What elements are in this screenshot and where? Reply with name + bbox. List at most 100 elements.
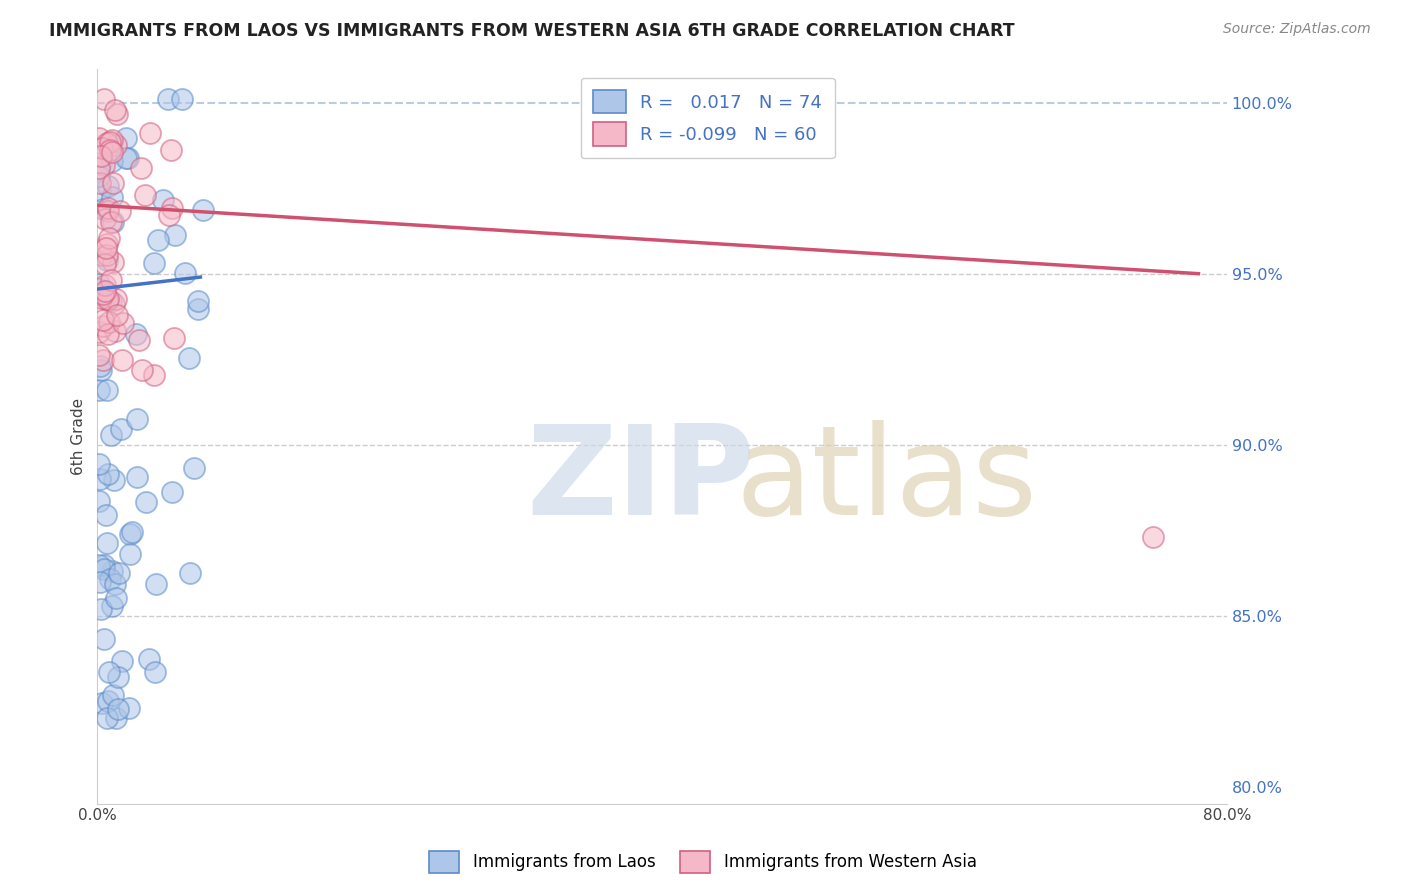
- Point: [98, 573, 121, 587]
- Point: [118, 527, 141, 541]
- Point: [156, 92, 179, 106]
- Point: [104, 591, 127, 606]
- Point: [104, 103, 127, 118]
- Point: [152, 194, 174, 208]
- Point: [100, 143, 122, 157]
- Point: [90, 363, 112, 377]
- Point: [179, 351, 201, 365]
- Point: [183, 461, 205, 475]
- Point: [97, 327, 120, 342]
- Point: [101, 190, 124, 204]
- Point: [107, 702, 129, 716]
- Point: [103, 473, 125, 487]
- Point: [101, 145, 124, 160]
- Point: [107, 566, 129, 580]
- Point: [91, 696, 114, 710]
- Point: [96, 253, 118, 268]
- Point: [160, 144, 183, 158]
- Point: [91, 287, 114, 301]
- Point: [96, 293, 118, 308]
- Point: [94, 212, 117, 227]
- Point: [87, 130, 110, 145]
- Point: [162, 201, 184, 215]
- Point: [87, 282, 110, 296]
- Point: [89, 359, 111, 374]
- Point: [105, 107, 128, 121]
- Point: [97, 179, 120, 194]
- Point: [87, 169, 110, 183]
- Point: [100, 564, 122, 578]
- Point: [101, 599, 124, 614]
- Point: [90, 602, 112, 616]
- Point: [121, 524, 143, 539]
- Point: [103, 297, 125, 311]
- Point: [87, 383, 110, 397]
- Point: [93, 558, 115, 572]
- Text: IMMIGRANTS FROM LAOS VS IMMIGRANTS FROM WESTERN ASIA 6TH GRADE CORRELATION CHART: IMMIGRANTS FROM LAOS VS IMMIGRANTS FROM …: [49, 22, 1015, 40]
- Point: [98, 231, 121, 245]
- Point: [129, 161, 152, 175]
- Point: [108, 204, 131, 219]
- Point: [143, 665, 166, 680]
- Point: [97, 204, 120, 219]
- Point: [143, 255, 166, 269]
- Point: [110, 422, 132, 436]
- Point: [134, 188, 156, 202]
- Point: [115, 151, 138, 165]
- Point: [125, 470, 148, 484]
- Point: [103, 214, 125, 228]
- Point: [100, 428, 122, 442]
- Point: [117, 151, 139, 165]
- Y-axis label: 6th Grade: 6th Grade: [72, 398, 86, 475]
- Point: [87, 494, 110, 508]
- Point: [100, 273, 122, 287]
- Point: [93, 632, 115, 647]
- Point: [160, 485, 183, 500]
- Point: [97, 467, 120, 481]
- Point: [97, 201, 120, 215]
- Point: [97, 315, 120, 329]
- Text: Source: ZipAtlas.com: Source: ZipAtlas.com: [1223, 22, 1371, 37]
- Point: [96, 236, 118, 251]
- Point: [90, 149, 112, 163]
- Point: [96, 248, 118, 262]
- Point: [104, 576, 127, 591]
- Point: [125, 327, 148, 342]
- Point: [87, 457, 110, 471]
- Point: [87, 325, 110, 339]
- Point: [163, 227, 186, 242]
- Text: atlas: atlas: [735, 419, 1038, 541]
- Point: [101, 176, 124, 190]
- Point: [91, 312, 114, 326]
- Point: [187, 294, 209, 309]
- Point: [128, 333, 150, 347]
- Point: [162, 331, 184, 345]
- Point: [94, 241, 117, 255]
- Point: [115, 131, 138, 145]
- Point: [107, 670, 129, 684]
- Point: [87, 277, 110, 291]
- Point: [191, 203, 214, 218]
- Point: [131, 362, 153, 376]
- Point: [96, 508, 118, 522]
- Point: [97, 292, 120, 306]
- Point: [105, 711, 128, 725]
- Point: [105, 293, 128, 307]
- Point: [172, 92, 194, 106]
- Point: [90, 156, 112, 170]
- Point: [96, 383, 118, 397]
- Point: [96, 136, 118, 150]
- Point: [98, 135, 121, 149]
- Point: [179, 566, 201, 580]
- Text: ZIP: ZIP: [526, 419, 755, 541]
- Point: [118, 547, 141, 561]
- Point: [89, 574, 111, 589]
- Point: [91, 318, 114, 333]
- Point: [93, 277, 115, 292]
- Point: [111, 316, 134, 330]
- Legend: Immigrants from Laos, Immigrants from Western Asia: Immigrants from Laos, Immigrants from We…: [423, 845, 983, 880]
- Point: [174, 266, 197, 280]
- Point: [97, 694, 120, 708]
- Point: [138, 652, 160, 666]
- Point: [117, 700, 139, 714]
